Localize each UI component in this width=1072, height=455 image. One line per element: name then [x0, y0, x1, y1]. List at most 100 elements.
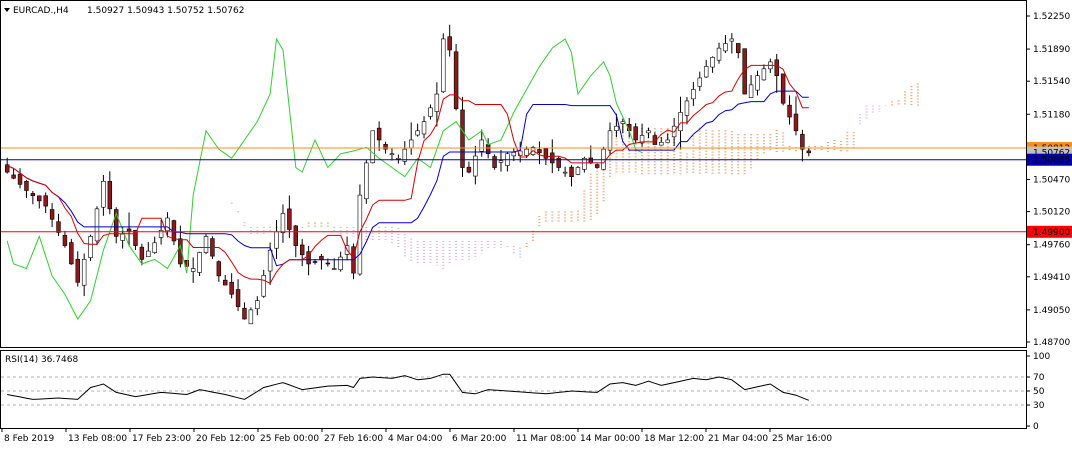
price-tick-label: 1.51180: [1033, 110, 1070, 120]
candle-body: [620, 121, 626, 124]
candle-body: [428, 107, 433, 117]
candle-body: [755, 75, 760, 91]
candle-body: [723, 43, 728, 52]
candle-body: [678, 112, 683, 132]
candle-body: [415, 130, 420, 136]
price-tick-label: 1.49050: [1033, 306, 1070, 316]
candle-body: [338, 256, 343, 271]
rsi-line: [7, 373, 809, 401]
kijun-sen-line: [6, 90, 809, 267]
candle-body: [370, 130, 375, 164]
time-tick-label: 14 Mar 00:00: [580, 434, 640, 444]
price-tick-label: 1.50120: [1033, 208, 1070, 218]
candle-body: [94, 208, 100, 242]
candle-body: [806, 150, 812, 154]
candle-body: [479, 139, 484, 152]
candle-body: [376, 127, 382, 141]
candle-body: [287, 208, 292, 230]
horizontal-lines: [1, 147, 1026, 233]
candle-body: [736, 43, 741, 54]
candle-body: [197, 252, 202, 273]
candle-body: [543, 148, 549, 159]
candle-body: [562, 171, 568, 174]
candle-body: [255, 300, 260, 310]
candle-body: [710, 57, 715, 68]
candle-body: [229, 281, 234, 295]
time-tick-label: 20 Feb 12:00: [196, 434, 255, 444]
candle-body: [665, 139, 670, 143]
candle-body: [729, 38, 735, 42]
candle-body: [242, 307, 247, 320]
candle-body: [408, 139, 414, 149]
candle-body: [261, 275, 266, 297]
price-panel: EURCAD.,H4 1.50927 1.50943 1.50752 1.507…: [0, 0, 1027, 348]
rsi-tick-label: 30: [1033, 401, 1045, 411]
candle-body: [325, 262, 331, 265]
candle-body: [158, 230, 164, 238]
candle-body: [120, 233, 125, 241]
time-tick-label: 25 Mar 16:00: [772, 434, 832, 444]
candle-body: [293, 225, 299, 246]
rsi-tick-label: 50: [1033, 387, 1045, 397]
price-axis: 1.522501.518901.515401.511801.508301.504…: [1026, 12, 1070, 348]
candle-body: [453, 51, 459, 110]
candle-body: [178, 238, 183, 265]
time-tick-label: 18 Mar 12:00: [644, 434, 704, 444]
candle-body: [319, 255, 324, 260]
price-tick-label: 1.51890: [1033, 45, 1070, 55]
candle-body: [190, 268, 196, 272]
tenkan-sen-line: [6, 64, 809, 284]
candle-body: [280, 213, 286, 234]
candle-body: [101, 180, 106, 208]
candle-body: [88, 236, 93, 258]
candle-body: [107, 181, 113, 210]
candle-body: [691, 89, 696, 100]
candle-body: [447, 36, 452, 51]
rsi-panel-frame: [0, 350, 1027, 429]
candle-body: [37, 195, 42, 202]
price-tick-label: 1.49410: [1033, 273, 1070, 283]
candle-body: [639, 135, 645, 144]
candle-body: [43, 195, 48, 207]
candle-body: [146, 250, 151, 258]
candle-body: [216, 261, 222, 277]
candle-body: [402, 148, 408, 162]
candle-body: [441, 38, 446, 93]
candle-body: [575, 167, 581, 175]
candle-body: [716, 47, 722, 61]
candle-body: [703, 66, 709, 78]
candle-body: [421, 121, 427, 135]
candle-body: [748, 84, 754, 98]
candle-body: [492, 156, 497, 168]
candle-body: [511, 152, 517, 157]
candle-body: [299, 244, 305, 256]
candle-body: [165, 217, 170, 232]
candle-body: [267, 249, 273, 272]
candle-body: [133, 229, 138, 246]
candle-body: [524, 148, 529, 156]
time-tick-label: 25 Feb 00:00: [260, 434, 319, 444]
candle-body: [11, 174, 16, 179]
candle-body: [139, 246, 145, 260]
candle-body: [306, 251, 311, 265]
candle-body: [800, 134, 805, 150]
candle-body: [81, 259, 87, 286]
rsi-polyline: [7, 373, 809, 401]
time-tick-label: 21 Mar 04:00: [708, 434, 768, 444]
rsi-panel: RSI(14) 36.7468: [0, 350, 1027, 429]
price-panel-frame: [0, 0, 1027, 348]
candle-body: [113, 209, 119, 237]
candle-body: [30, 193, 36, 196]
rsi-tick-label: 0: [1033, 422, 1039, 432]
candle-body: [235, 289, 241, 307]
candle-body: [633, 126, 638, 141]
candle-body: [383, 144, 388, 150]
candle-body: [460, 109, 465, 168]
candle-body: [761, 68, 767, 81]
candle-body: [396, 158, 401, 160]
rsi-axis: 100 70 50 30 0: [1026, 352, 1050, 432]
dropdown-icon[interactable]: [4, 8, 10, 12]
time-tick-label: 17 Feb 23:00: [132, 434, 191, 444]
